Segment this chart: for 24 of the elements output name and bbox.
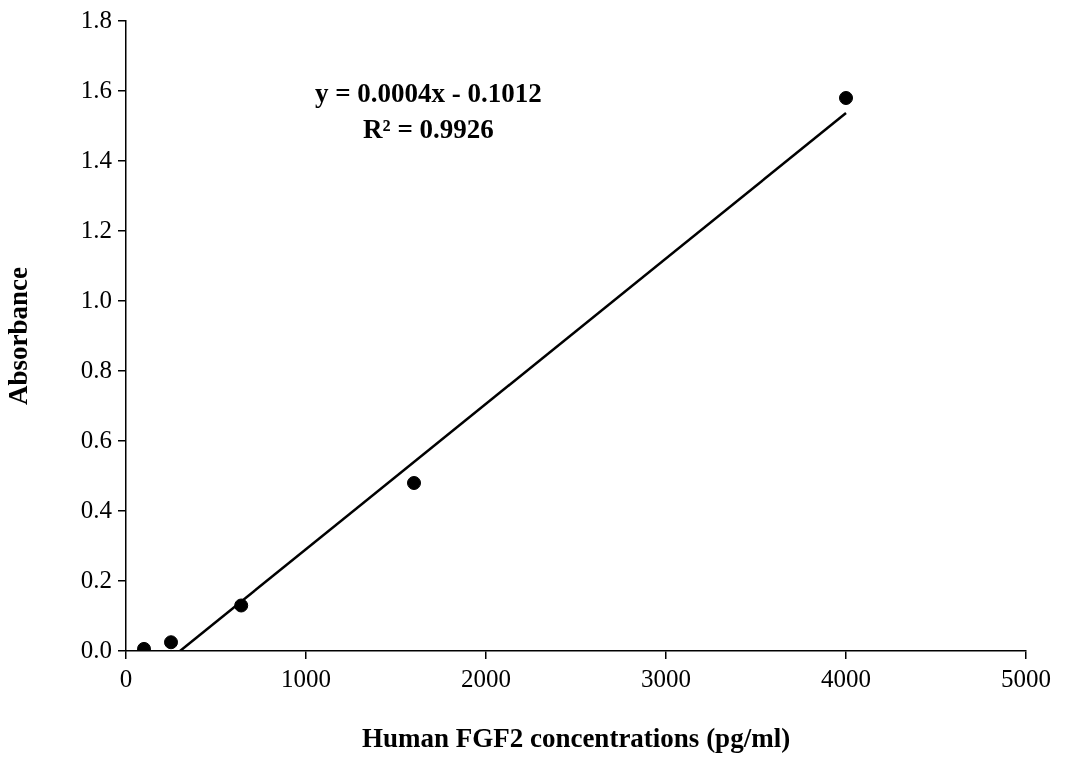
y-tick-label: 1.8 <box>80 5 112 33</box>
y-tick-label: 0.2 <box>80 565 112 593</box>
x-axis-title: Human FGF2 concentrations (pg/ml) <box>361 722 791 753</box>
y-tick-label: 1.4 <box>80 145 113 173</box>
x-tick-label: 2000 <box>461 664 511 692</box>
point <box>164 635 178 650</box>
annotation: R² = 0.9926 <box>363 113 494 144</box>
x-tick-label: 4000 <box>821 664 871 692</box>
y-axis-title: Absorbance <box>3 266 34 406</box>
x-tick-label: 0 <box>119 664 133 692</box>
point <box>407 476 421 490</box>
y-tick-label: 0.0 <box>80 635 112 663</box>
x-tick-label: 3000 <box>641 664 691 692</box>
annotation: y = 0.0004x - 0.1012 <box>314 77 542 108</box>
y-tick-label: 1.0 <box>80 285 112 313</box>
y-tick-label: 0.8 <box>80 355 112 383</box>
point <box>234 598 249 613</box>
y-tick-label: 1.2 <box>80 215 112 243</box>
point <box>839 91 853 105</box>
x-tick-label: 5000 <box>1001 664 1051 692</box>
y-tick-label: 0.6 <box>80 425 112 453</box>
y-tick-label: 1.6 <box>80 75 112 103</box>
y-tick-label: 0.4 <box>80 495 113 523</box>
x-tick-label: 1000 <box>281 664 331 692</box>
